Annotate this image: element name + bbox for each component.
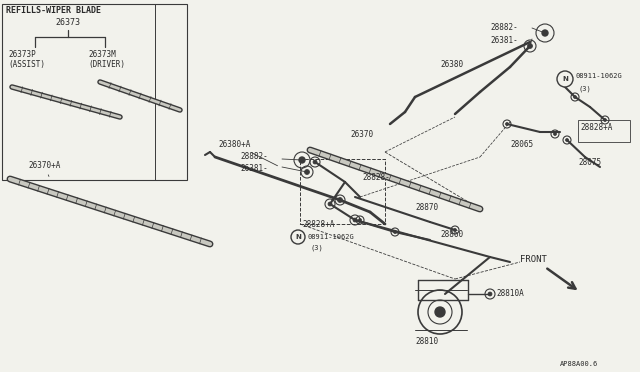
Text: 26381-: 26381- [240, 164, 268, 173]
Circle shape [328, 202, 332, 206]
Text: (3): (3) [311, 245, 324, 251]
Circle shape [542, 30, 548, 36]
Text: 28828-: 28828- [362, 173, 390, 182]
Circle shape [353, 218, 357, 222]
Circle shape [299, 157, 305, 163]
Text: (3): (3) [578, 86, 591, 92]
Circle shape [358, 218, 362, 221]
Text: 28882-: 28882- [490, 22, 518, 32]
Text: REFILLS-WIPER BLADE: REFILLS-WIPER BLADE [6, 6, 101, 15]
Text: 28828+A: 28828+A [302, 219, 334, 228]
Text: AP88A00.6: AP88A00.6 [560, 361, 598, 367]
Text: (ASSIST): (ASSIST) [8, 60, 45, 68]
Circle shape [435, 307, 445, 317]
Text: 26373P: 26373P [8, 49, 36, 58]
Text: 26381-: 26381- [490, 35, 518, 45]
Text: 26370: 26370 [350, 129, 373, 138]
Circle shape [554, 132, 557, 135]
Circle shape [527, 44, 532, 48]
Circle shape [488, 292, 492, 296]
Text: 28870: 28870 [415, 202, 438, 212]
Text: 08911-1062G: 08911-1062G [576, 73, 623, 79]
Circle shape [337, 198, 342, 202]
Text: 28065: 28065 [510, 140, 533, 148]
Circle shape [305, 170, 310, 174]
Bar [578, 120, 630, 142]
Text: 28075: 28075 [578, 157, 601, 167]
Text: N: N [562, 76, 568, 82]
Circle shape [566, 138, 568, 141]
Text: 26373M: 26373M [88, 49, 116, 58]
Bar [300, 159, 385, 224]
Circle shape [291, 230, 305, 244]
Text: 28860: 28860 [440, 230, 463, 238]
Text: 26370+A: 26370+A [28, 160, 60, 176]
Circle shape [557, 71, 573, 87]
Text: 08911-1062G: 08911-1062G [308, 234, 355, 240]
Circle shape [394, 231, 397, 234]
Text: N: N [295, 234, 301, 240]
Bar [2, 4, 187, 180]
Text: 26380: 26380 [440, 60, 463, 68]
Text: 28882-: 28882- [240, 151, 268, 160]
Text: 28810: 28810 [415, 337, 438, 346]
Text: FRONT: FRONT [520, 256, 547, 264]
Circle shape [604, 119, 607, 122]
Circle shape [454, 228, 456, 231]
Text: 26380+A: 26380+A [218, 140, 278, 166]
Text: 28828+A: 28828+A [580, 122, 612, 131]
Circle shape [573, 96, 577, 99]
Text: (DRIVER): (DRIVER) [88, 60, 125, 68]
Circle shape [313, 160, 317, 164]
Text: 28810A: 28810A [496, 289, 524, 298]
Circle shape [506, 122, 509, 125]
Text: 26373: 26373 [56, 17, 81, 26]
